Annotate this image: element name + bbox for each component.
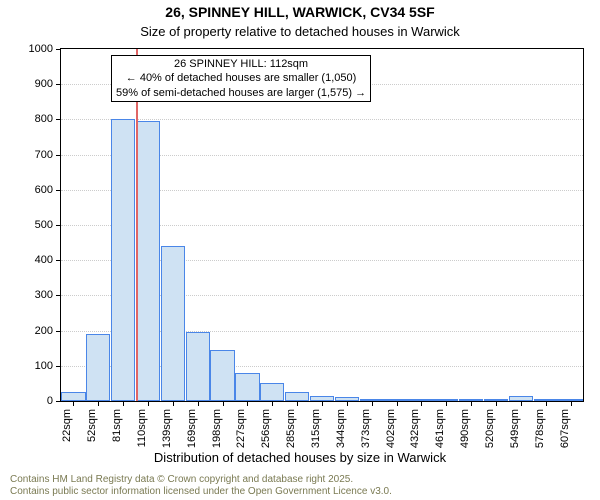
x-tick-mark [148, 401, 149, 406]
plot-area: 0100200300400500600700800900100022sqm52s… [60, 48, 584, 402]
x-tick-label: 139sqm [157, 409, 173, 448]
histogram-chart: 26, SPINNEY HILL, WARWICK, CV34 5SF Size… [0, 0, 600, 500]
x-tick-mark [372, 401, 373, 406]
histogram-bar [61, 392, 85, 401]
histogram-bar [111, 119, 135, 401]
x-tick-mark [322, 401, 323, 406]
x-axis-label: Distribution of detached houses by size … [0, 450, 600, 465]
y-tick-label: 400 [35, 254, 61, 266]
x-tick-label: 81sqm [107, 409, 123, 442]
attribution-line-1: Contains HM Land Registry data © Crown c… [10, 474, 392, 486]
y-tick-label: 0 [47, 395, 61, 407]
x-tick-mark [446, 401, 447, 406]
histogram-bar [285, 392, 309, 401]
x-tick-mark [98, 401, 99, 406]
annotation-box: 26 SPINNEY HILL: 112sqm ← 40% of detache… [111, 55, 371, 102]
y-tick-label: 600 [35, 184, 61, 196]
x-tick-mark [496, 401, 497, 406]
x-tick-mark [397, 401, 398, 406]
y-tick-label: 200 [35, 325, 61, 337]
x-tick-label: 52sqm [82, 409, 98, 442]
histogram-bar [161, 246, 185, 401]
histogram-bar [186, 332, 210, 401]
x-tick-mark [73, 401, 74, 406]
chart-subtitle: Size of property relative to detached ho… [0, 24, 600, 39]
attribution: Contains HM Land Registry data © Crown c… [10, 474, 392, 498]
histogram-bar [86, 334, 110, 401]
x-tick-mark [123, 401, 124, 406]
y-tick-label: 1000 [29, 43, 61, 55]
x-tick-label: 344sqm [331, 409, 347, 448]
x-tick-label: 461sqm [430, 409, 446, 448]
x-tick-mark [173, 401, 174, 406]
x-tick-label: 520sqm [480, 409, 496, 448]
x-tick-mark [421, 401, 422, 406]
x-tick-mark [347, 401, 348, 406]
y-tick-label: 100 [35, 360, 61, 372]
y-tick-label: 900 [35, 78, 61, 90]
x-tick-label: 198sqm [207, 409, 223, 448]
histogram-bar [136, 121, 160, 401]
x-tick-label: 227sqm [231, 409, 247, 448]
x-tick-label: 315sqm [306, 409, 322, 448]
y-tick-label: 700 [35, 149, 61, 161]
x-tick-label: 256sqm [256, 409, 272, 448]
histogram-bar [260, 383, 284, 401]
x-tick-label: 490sqm [455, 409, 471, 448]
x-tick-label: 549sqm [505, 409, 521, 448]
x-tick-label: 110sqm [132, 409, 148, 447]
x-tick-label: 578sqm [530, 409, 546, 448]
x-tick-mark [223, 401, 224, 406]
x-tick-label: 169sqm [182, 409, 198, 448]
x-tick-mark [546, 401, 547, 406]
attribution-line-2: Contains public sector information licen… [10, 486, 392, 498]
x-tick-mark [297, 401, 298, 406]
x-tick-mark [471, 401, 472, 406]
x-tick-label: 432sqm [405, 409, 421, 448]
annotation-line-3: 59% of semi-detached houses are larger (… [116, 86, 366, 100]
x-tick-mark [247, 401, 248, 406]
histogram-bar [235, 373, 259, 401]
x-tick-mark [272, 401, 273, 406]
annotation-line-1: 26 SPINNEY HILL: 112sqm [116, 57, 366, 71]
annotation-line-2: ← 40% of detached houses are smaller (1,… [116, 71, 366, 85]
x-tick-label: 373sqm [356, 409, 372, 448]
x-tick-mark [198, 401, 199, 406]
chart-title: 26, SPINNEY HILL, WARWICK, CV34 5SF [0, 4, 600, 20]
x-tick-mark [571, 401, 572, 406]
x-tick-label: 402sqm [381, 409, 397, 448]
x-tick-mark [521, 401, 522, 406]
x-tick-label: 22sqm [57, 409, 73, 442]
y-tick-label: 300 [35, 289, 61, 301]
x-tick-label: 607sqm [555, 409, 571, 448]
y-tick-label: 800 [35, 113, 61, 125]
x-tick-label: 285sqm [281, 409, 297, 448]
histogram-bar [210, 350, 234, 401]
y-tick-label: 500 [35, 219, 61, 231]
